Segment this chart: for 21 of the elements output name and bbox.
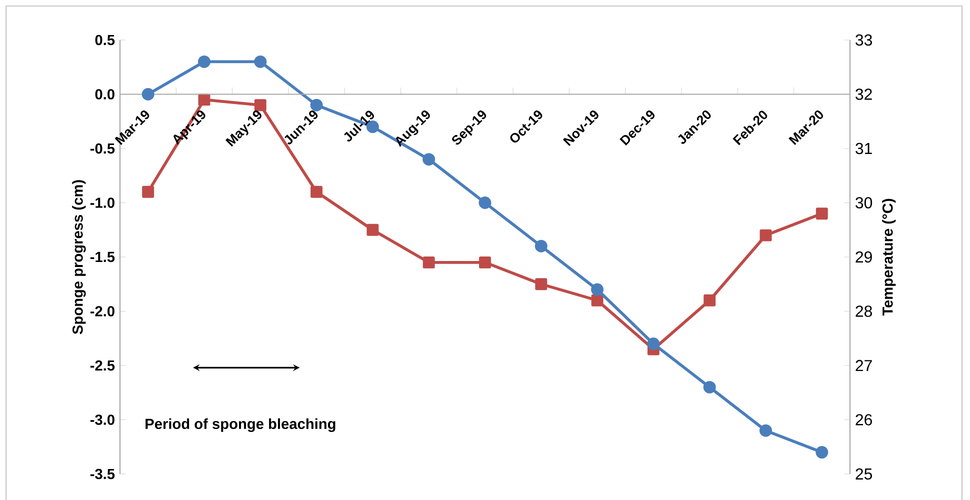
y2-tick-label: 31 (856, 142, 872, 154)
y2-axis-title: Temperature (°C) (882, 198, 896, 316)
y-tick-label: 0.5 (95, 34, 115, 46)
y2-tick-label: 30 (856, 197, 872, 208)
y-tick-label: -3.5 (90, 468, 115, 480)
y2-tick-label: 26 (856, 414, 872, 426)
y2-tick-label: 25 (856, 468, 872, 480)
y2-tick-label: 28 (856, 306, 872, 317)
y2-tick-label: 29 (856, 251, 872, 263)
y-tick-label: -1.5 (90, 252, 115, 262)
y-tick-label: -0.5 (90, 143, 115, 154)
y2-tick-label: 27 (856, 360, 872, 372)
y-tick-label: -1.0 (90, 198, 114, 208)
y-tick-label: -2.0 (90, 306, 114, 316)
y-axis-title: Sponge progress (cm) (72, 180, 86, 334)
y-tick-label: 0.0 (95, 89, 114, 100)
y2-tick-label: 33 (856, 34, 872, 46)
y-tick-label: -3.0 (90, 414, 114, 425)
annotation: Period of sponge bleaching (146, 418, 336, 432)
y-tick-label: -2.5 (90, 360, 115, 371)
y2-tick-label: 32 (856, 88, 872, 100)
